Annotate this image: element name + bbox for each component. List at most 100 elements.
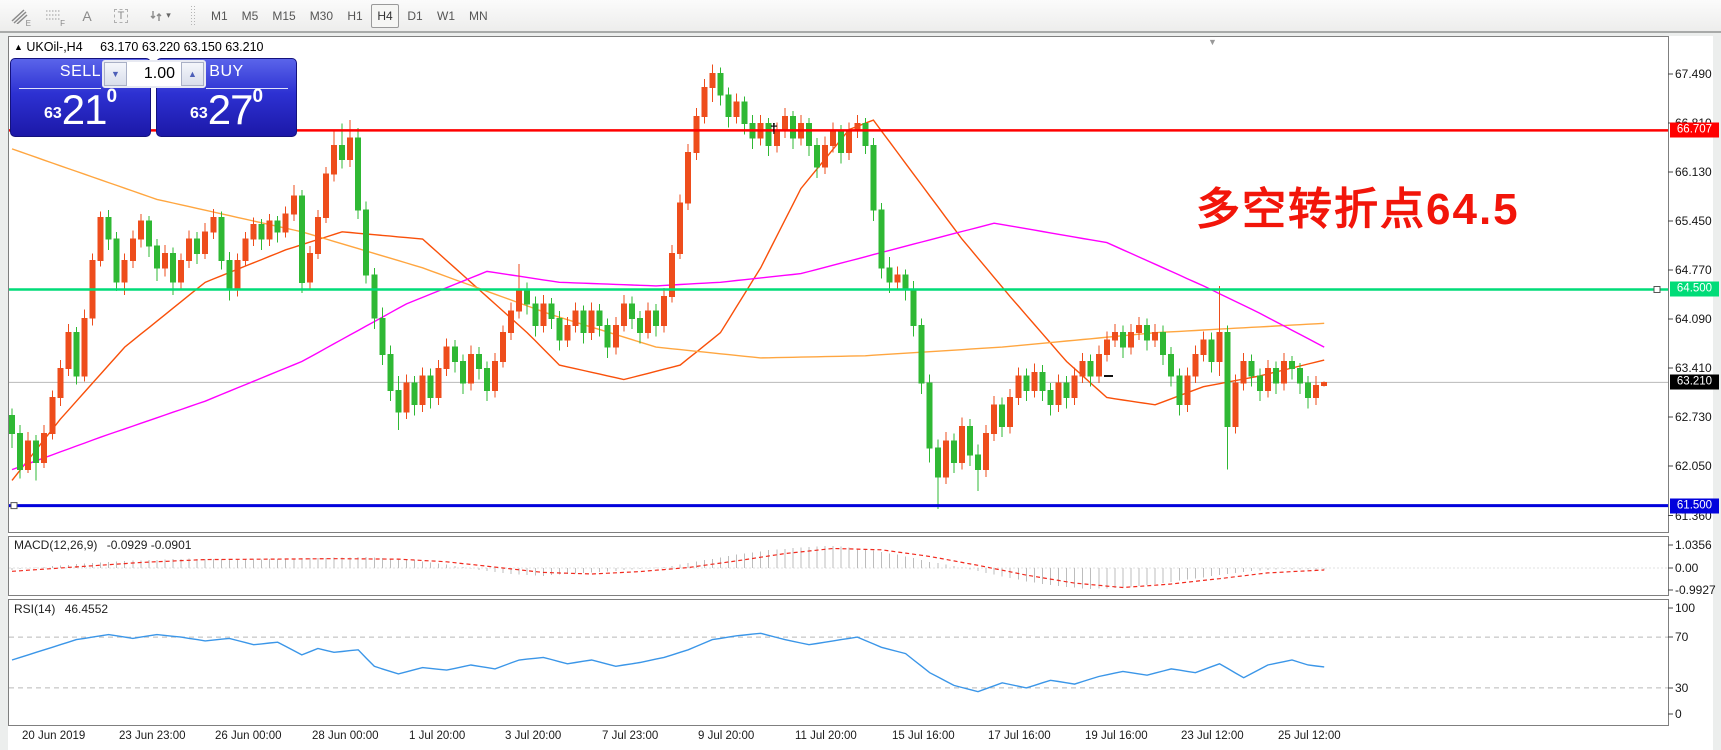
rsi-value: 46.4552 bbox=[64, 602, 109, 616]
time-label: 19 Jul 16:00 bbox=[1085, 730, 1148, 742]
chart-window: ▲ UKOil-,H4 63.170 63.220 63.150 63.210 … bbox=[8, 36, 1719, 750]
price-tick-67.490: 67.490 bbox=[1675, 67, 1712, 81]
macd-name: MACD(12,26,9) bbox=[14, 538, 98, 552]
chart-plot[interactable] bbox=[8, 36, 1711, 748]
price-badge-66.707: 66.707 bbox=[1670, 122, 1719, 138]
volume-decrease-button[interactable]: ▼ bbox=[104, 62, 127, 86]
buy-label: BUY bbox=[209, 63, 244, 80]
green-line-handle[interactable] bbox=[1653, 286, 1661, 293]
time-label: 26 Jun 00:00 bbox=[215, 730, 282, 742]
sell-price-big: 21 bbox=[61, 86, 108, 133]
symbol-name: UKOil-,H4 bbox=[26, 40, 83, 54]
price-tick-66.130: 66.130 bbox=[1675, 165, 1712, 179]
sell-label: SELL bbox=[59, 63, 102, 80]
timeframe-button-m5[interactable]: M5 bbox=[241, 8, 259, 23]
forecast-grid-button[interactable]: F bbox=[38, 3, 68, 29]
price-tick-64.090: 64.090 bbox=[1675, 312, 1712, 326]
time-label: 25 Jul 12:00 bbox=[1278, 730, 1341, 742]
one-click-trading-panel: SELL 63210 BUY 63270 ▼ ▲ bbox=[10, 58, 297, 137]
toolbar-grip-handle[interactable] bbox=[190, 4, 197, 27]
expert-sub-label: E bbox=[25, 18, 31, 28]
dotted-grid-icon bbox=[46, 10, 60, 19]
timeframe-button-mn[interactable]: MN bbox=[469, 8, 488, 23]
timeframe-button-m1[interactable]: M1 bbox=[211, 8, 228, 23]
price-tick-62.730: 62.730 bbox=[1675, 410, 1712, 424]
time-label: 20 Jun 2019 bbox=[22, 730, 86, 742]
time-label: 3 Jul 20:00 bbox=[505, 730, 562, 742]
macd-scale--0.9927: -0.9927 bbox=[1675, 583, 1716, 597]
chart-text-annotation[interactable]: 多空转折点64.5 bbox=[1196, 185, 1520, 234]
price-tick-62.050: 62.050 bbox=[1675, 459, 1712, 473]
ma-long-line[interactable] bbox=[11, 222, 1325, 471]
macd-scale-1.0356: 1.0356 bbox=[1675, 538, 1712, 552]
timeframe-button-m15[interactable]: M15 bbox=[272, 8, 296, 23]
letter-a-icon: A bbox=[82, 7, 92, 24]
rsi-line bbox=[11, 632, 1325, 693]
arrows-icon bbox=[150, 10, 162, 21]
time-label: 7 Jul 23:00 bbox=[602, 730, 659, 742]
price-tick-63.410: 63.410 bbox=[1675, 361, 1712, 375]
time-label: 15 Jul 16:00 bbox=[892, 730, 955, 742]
timeframe-button-w1[interactable]: W1 bbox=[437, 8, 456, 23]
macd-label: MACD(12,26,9) -0.0929 -0.0901 bbox=[14, 538, 191, 552]
time-label: 28 Jun 00:00 bbox=[312, 730, 379, 742]
macd-scale-0.00: 0.00 bbox=[1675, 561, 1699, 575]
chevron-down-icon: ▾ bbox=[166, 10, 171, 20]
price-tick-65.450: 65.450 bbox=[1675, 214, 1712, 228]
rsi-scale-0: 0 bbox=[1675, 707, 1682, 721]
volume-input[interactable] bbox=[127, 62, 181, 86]
time-label: 9 Jul 20:00 bbox=[698, 730, 755, 742]
rsi-scale-30: 30 bbox=[1675, 681, 1689, 695]
timeframe-buttons: M1 M5 M15 M30 H1 H4 D1 W1 MN bbox=[203, 3, 494, 28]
timeframe-button-h4[interactable]: H4 bbox=[371, 3, 400, 28]
rsi-scale-70: 70 bbox=[1675, 630, 1689, 644]
time-label: 11 Jul 20:00 bbox=[795, 730, 857, 742]
candlestick-pen-icon bbox=[11, 8, 28, 24]
current-price-badge: 63.210 bbox=[1670, 374, 1719, 390]
panel-borders bbox=[8, 36, 1669, 726]
rsi-scale-100: 100 bbox=[1675, 601, 1696, 615]
symbol-title: ▲ UKOil-,H4 63.170 63.220 63.150 63.210 bbox=[14, 40, 264, 54]
dash-object[interactable] bbox=[1104, 375, 1113, 377]
buy-price-big: 27 bbox=[207, 86, 254, 133]
rsi-name: RSI(14) bbox=[14, 602, 56, 616]
collapse-triangle-icon[interactable]: ▲ bbox=[14, 42, 23, 52]
macd-values: -0.0929 -0.0901 bbox=[106, 538, 192, 552]
ma-fast-line[interactable] bbox=[11, 119, 1325, 481]
text-label-button[interactable]: A bbox=[72, 3, 102, 29]
price-tick-64.770: 64.770 bbox=[1675, 263, 1712, 277]
buy-price-sup: 0 bbox=[252, 86, 264, 107]
arrow-object[interactable]: † bbox=[770, 120, 778, 136]
timeframe-button-h1[interactable]: H1 bbox=[347, 8, 363, 23]
volume-increase-button[interactable]: ▲ bbox=[181, 62, 204, 86]
sell-price: 63210 bbox=[11, 86, 150, 134]
ma-slow-line[interactable] bbox=[11, 148, 1325, 359]
indicators-icon-button[interactable]: E bbox=[4, 3, 34, 29]
macd-histogram bbox=[11, 545, 1325, 590]
timeframe-button-d1[interactable]: D1 bbox=[407, 8, 423, 23]
blue-line-handle[interactable] bbox=[10, 502, 18, 510]
time-label: 17 Jul 16:00 bbox=[988, 730, 1051, 742]
arrows-dropdown-button[interactable]: ▾ bbox=[140, 3, 180, 29]
buy-underline bbox=[206, 88, 288, 89]
chart-shift-marker[interactable]: ▼ bbox=[1208, 37, 1217, 47]
macd-signal-line bbox=[11, 547, 1325, 589]
buy-price: 63270 bbox=[157, 86, 296, 134]
sell-button[interactable]: SELL 63210 bbox=[10, 58, 151, 137]
price-badge-61.500: 61.500 bbox=[1670, 498, 1719, 514]
time-label: 1 Jul 20:00 bbox=[409, 730, 466, 742]
boxed-t-icon: T bbox=[113, 8, 129, 23]
volume-spinner: ▼ ▲ bbox=[102, 60, 206, 88]
ohlc-values: 63.170 63.220 63.150 63.210 bbox=[100, 40, 264, 54]
buy-price-prefix: 63 bbox=[189, 105, 208, 122]
moving-averages bbox=[11, 119, 1325, 481]
sell-price-prefix: 63 bbox=[43, 105, 62, 122]
timeframe-button-m30[interactable]: M30 bbox=[309, 8, 334, 23]
text-box-button[interactable]: T bbox=[106, 3, 136, 29]
price-badge-64.500: 64.500 bbox=[1670, 281, 1719, 297]
time-label: 23 Jun 23:00 bbox=[119, 730, 186, 742]
time-label: 23 Jul 12:00 bbox=[1181, 730, 1244, 742]
sell-price-sup: 0 bbox=[106, 86, 118, 107]
forecast-sub-label: F bbox=[60, 18, 65, 28]
sell-underline bbox=[19, 88, 101, 89]
